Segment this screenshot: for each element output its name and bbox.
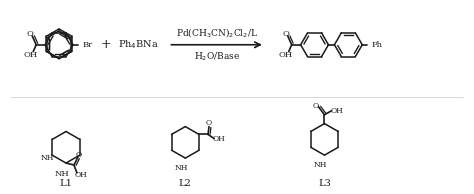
Text: L3: L3 xyxy=(318,179,331,188)
Text: H$_2$O/Base: H$_2$O/Base xyxy=(193,50,240,63)
Text: OH: OH xyxy=(279,51,293,59)
Text: O: O xyxy=(283,30,289,38)
Text: OH: OH xyxy=(74,171,87,179)
Text: L2: L2 xyxy=(179,179,192,188)
Text: OH: OH xyxy=(23,51,37,59)
Text: OH: OH xyxy=(331,107,344,115)
Text: NH: NH xyxy=(55,170,69,178)
Text: Ph$_4$BNa: Ph$_4$BNa xyxy=(118,38,159,51)
Text: L1: L1 xyxy=(60,179,73,188)
Text: +: + xyxy=(100,38,111,51)
Text: Br: Br xyxy=(83,41,93,49)
Text: Ph: Ph xyxy=(371,41,382,49)
Text: NH: NH xyxy=(314,161,327,169)
Text: O: O xyxy=(312,102,319,110)
Text: O: O xyxy=(76,151,82,159)
Text: NH: NH xyxy=(41,154,54,162)
Text: NH: NH xyxy=(174,164,188,172)
Text: OH: OH xyxy=(212,135,225,143)
Text: Pd(CH$_3$CN)$_2$Cl$_2$/L: Pd(CH$_3$CN)$_2$Cl$_2$/L xyxy=(176,26,257,39)
Text: O: O xyxy=(27,30,34,38)
Text: O: O xyxy=(206,119,212,127)
